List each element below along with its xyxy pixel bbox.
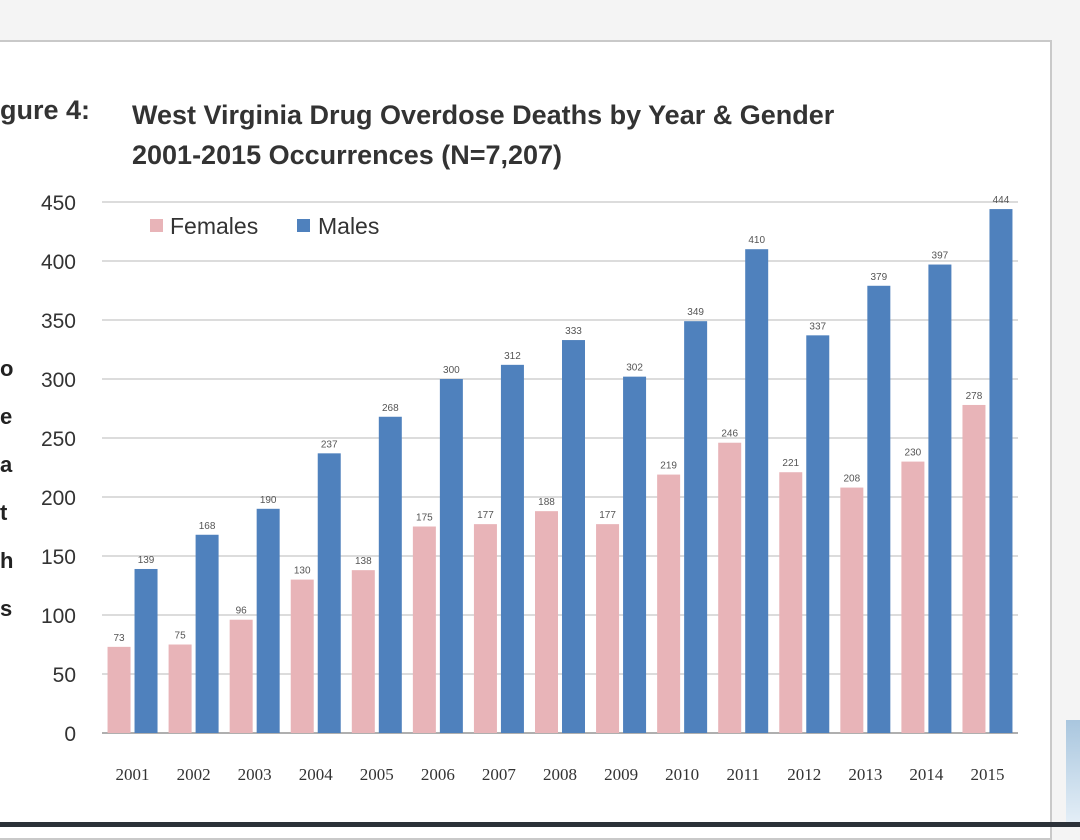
bar-males-2003 — [256, 508, 280, 733]
data-label-males: 139 — [138, 555, 155, 566]
data-label-males: 268 — [382, 403, 399, 414]
chart-title-line-1: West Virginia Drug Overdose Deaths by Ye… — [132, 100, 835, 130]
bar-females-2008 — [535, 511, 558, 733]
bar-females-2007 — [473, 524, 497, 733]
data-label-males: 444 — [993, 195, 1010, 206]
bar-females-2002 — [168, 644, 192, 733]
data-label-females: 219 — [660, 461, 677, 472]
data-label-males: 190 — [260, 495, 277, 506]
data-label-females: 73 — [113, 633, 125, 644]
x-tick-label: 2011 — [727, 765, 760, 784]
bar-males-2010 — [684, 321, 708, 733]
x-tick-label: 2013 — [848, 765, 882, 784]
bar-males-2005 — [378, 416, 402, 733]
bar-males-2008 — [562, 340, 585, 733]
data-label-females: 130 — [294, 566, 311, 577]
data-label-females: 75 — [175, 631, 187, 642]
corner-decoration — [1066, 720, 1080, 827]
x-tick-label: 2014 — [909, 765, 944, 784]
bar-females-2013 — [840, 487, 864, 733]
chart-title-line-2: 2001-2015 Occurrences (N=7,207) — [132, 140, 563, 170]
bar-males-2002 — [195, 534, 219, 733]
bar-males-2012 — [806, 335, 830, 733]
data-label-females: 230 — [905, 448, 922, 459]
data-label-females: 177 — [477, 510, 494, 521]
data-label-females: 246 — [721, 429, 738, 440]
x-tick-label: 2001 — [116, 765, 150, 784]
legend-label-females: Females — [170, 213, 258, 239]
data-label-males: 410 — [748, 235, 765, 246]
data-label-females: 138 — [355, 556, 372, 567]
x-tick-label: 2010 — [665, 765, 699, 784]
bar-males-2004 — [317, 453, 341, 733]
x-tick-label: 2006 — [421, 765, 455, 784]
y-tick-label: 250 — [41, 428, 76, 451]
bar-females-2010 — [657, 474, 681, 733]
bar-females-2015 — [962, 404, 986, 733]
bottom-bar — [0, 822, 1080, 827]
legend-swatch-males — [297, 219, 310, 232]
data-label-males: 302 — [626, 363, 643, 374]
y-tick-label: 400 — [41, 251, 76, 274]
data-label-females: 177 — [599, 510, 616, 521]
legend-swatch-females — [150, 219, 163, 232]
data-label-males: 333 — [565, 326, 582, 337]
bar-males-2006 — [439, 379, 463, 733]
data-label-males: 237 — [321, 439, 338, 450]
bar-males-2013 — [867, 285, 891, 733]
data-label-males: 300 — [443, 365, 460, 376]
x-tick-label: 2007 — [482, 765, 517, 784]
data-label-males: 337 — [809, 321, 826, 332]
data-label-females: 221 — [782, 458, 799, 469]
bar-females-2005 — [351, 570, 375, 733]
data-label-males: 397 — [932, 251, 949, 262]
x-tick-label: 2002 — [177, 765, 211, 784]
bar-females-2011 — [718, 442, 742, 733]
figure-label: gure 4: — [0, 95, 91, 125]
bar-males-2007 — [500, 364, 524, 733]
bar-females-2012 — [779, 472, 803, 733]
y-tick-label: 200 — [41, 487, 76, 510]
x-tick-label: 2015 — [970, 765, 1004, 784]
data-label-females: 96 — [236, 606, 248, 617]
bar-males-2009 — [623, 376, 647, 733]
data-label-females: 278 — [966, 391, 983, 402]
bar-females-2009 — [596, 524, 620, 733]
x-tick-label: 2005 — [360, 765, 394, 784]
data-label-females: 175 — [416, 513, 433, 524]
y-tick-label: 450 — [41, 192, 76, 215]
x-tick-label: 2004 — [299, 765, 334, 784]
legend-label-males: Males — [318, 213, 379, 239]
chart-title: West Virginia Drug Overdose Deaths by Ye… — [132, 95, 834, 175]
data-label-males: 349 — [687, 307, 704, 318]
y-tick-label: 0 — [64, 723, 76, 746]
y-tick-label: 50 — [53, 664, 76, 687]
bar-females-2006 — [412, 526, 436, 733]
y-axis-label-fragment: o e a t h s — [0, 356, 14, 621]
bar-males-2015 — [989, 209, 1013, 733]
data-label-females: 188 — [538, 497, 555, 508]
bar-males-2011 — [745, 249, 769, 733]
bar-females-2001 — [107, 646, 131, 733]
y-tick-label: 100 — [41, 605, 76, 628]
data-label-females: 208 — [843, 474, 860, 485]
bar-males-2014 — [928, 264, 952, 733]
bar-females-2014 — [901, 461, 925, 733]
x-tick-label: 2003 — [238, 765, 272, 784]
bar-females-2003 — [229, 619, 253, 733]
y-tick-label: 300 — [41, 369, 76, 392]
y-tick-label: 150 — [41, 546, 76, 569]
bar-females-2004 — [290, 579, 314, 733]
y-tick-label: 350 — [41, 310, 76, 333]
data-label-males: 312 — [504, 351, 521, 362]
x-tick-label: 2008 — [543, 765, 577, 784]
x-tick-label: 2009 — [604, 765, 638, 784]
data-label-males: 379 — [870, 272, 887, 283]
data-label-males: 168 — [199, 521, 216, 532]
bar-males-2001 — [134, 568, 158, 733]
x-tick-label: 2012 — [787, 765, 821, 784]
